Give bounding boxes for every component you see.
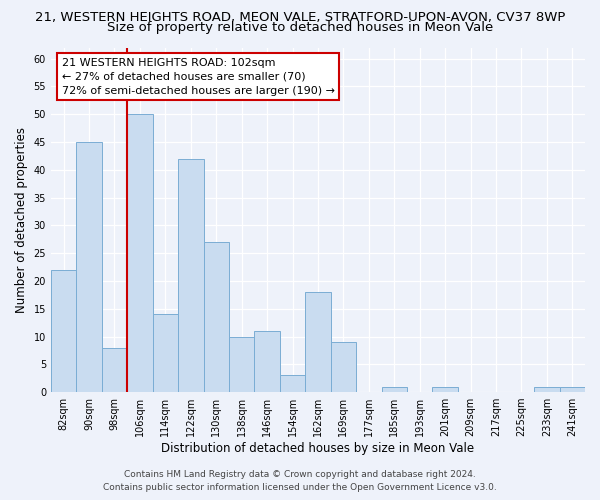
Bar [534, 386, 560, 392]
Bar [280, 376, 305, 392]
Bar [229, 336, 254, 392]
Y-axis label: Number of detached properties: Number of detached properties [15, 127, 28, 313]
Bar [102, 348, 127, 392]
Bar [331, 342, 356, 392]
Bar [51, 270, 76, 392]
Text: Size of property relative to detached houses in Meon Vale: Size of property relative to detached ho… [107, 22, 493, 35]
Bar [203, 242, 229, 392]
Bar [152, 314, 178, 392]
Bar [178, 158, 203, 392]
X-axis label: Distribution of detached houses by size in Meon Vale: Distribution of detached houses by size … [161, 442, 475, 455]
Bar [433, 386, 458, 392]
Text: 21 WESTERN HEIGHTS ROAD: 102sqm
← 27% of detached houses are smaller (70)
72% of: 21 WESTERN HEIGHTS ROAD: 102sqm ← 27% of… [62, 58, 335, 96]
Bar [76, 142, 102, 392]
Bar [127, 114, 152, 392]
Text: Contains HM Land Registry data © Crown copyright and database right 2024.
Contai: Contains HM Land Registry data © Crown c… [103, 470, 497, 492]
Bar [560, 386, 585, 392]
Bar [305, 292, 331, 392]
Text: 21, WESTERN HEIGHTS ROAD, MEON VALE, STRATFORD-UPON-AVON, CV37 8WP: 21, WESTERN HEIGHTS ROAD, MEON VALE, STR… [35, 11, 565, 24]
Bar [254, 331, 280, 392]
Bar [382, 386, 407, 392]
